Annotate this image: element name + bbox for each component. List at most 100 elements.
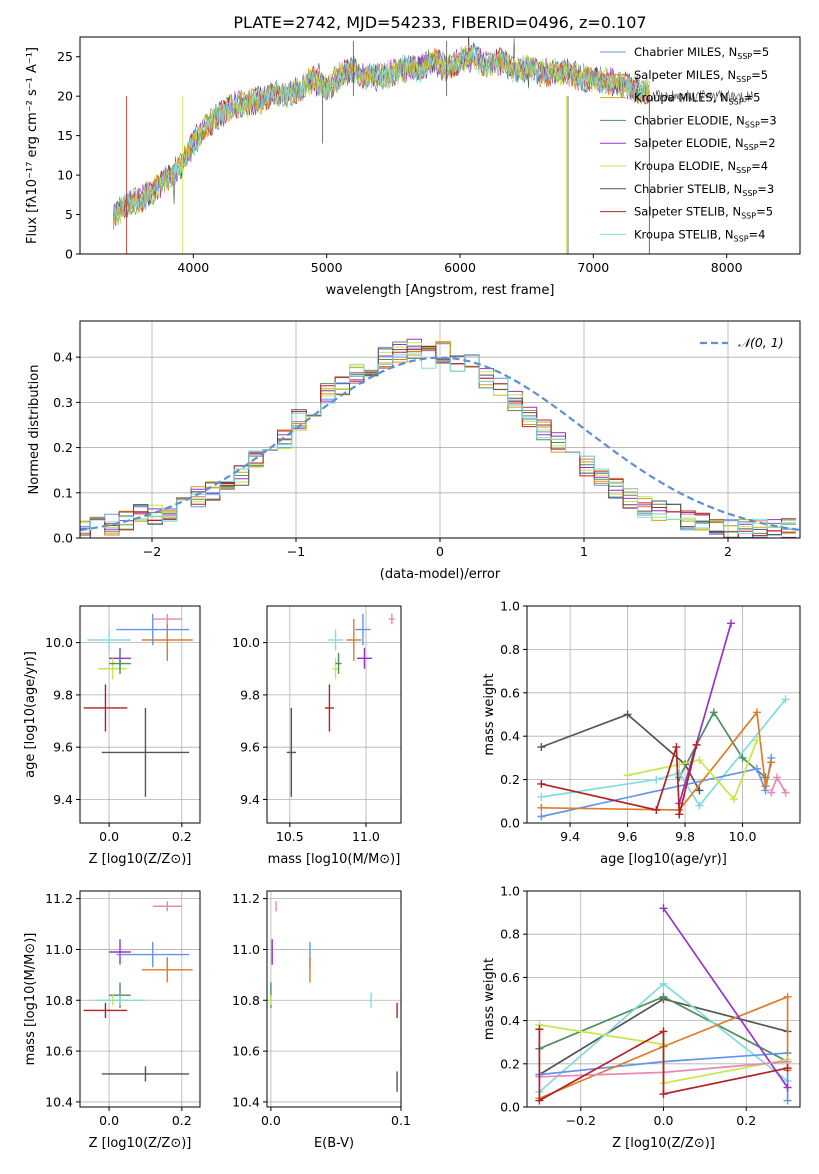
legend-label-sub: SSP — [737, 52, 752, 61]
y-tick-label: 9.6 — [240, 740, 260, 755]
histogram-series — [80, 342, 796, 538]
y-axis-label: age [log10(age/yr)] — [23, 651, 38, 778]
y-axis-label: Normed distribution — [27, 365, 42, 495]
legend-label-main: Kroupa MILES, N — [634, 91, 729, 105]
weight-series-line — [541, 710, 773, 811]
weight-marker — [535, 1025, 544, 1034]
legend-label: Salpeter ELODIE, NSSP=2 — [634, 136, 776, 152]
histogram-series — [80, 341, 796, 538]
y-tick-label: 10.0 — [45, 635, 73, 650]
weight-series-line — [541, 713, 701, 791]
legend-label-sub: SSP — [745, 120, 760, 129]
legend-label-tail: =5 — [756, 205, 773, 219]
y-tick-label: 11.2 — [232, 891, 260, 906]
weight-marker — [537, 792, 546, 801]
legend-label-sub: SSP — [729, 98, 744, 107]
spectrum-series-line — [113, 37, 650, 227]
histogram-series — [80, 341, 796, 538]
weight-marker — [652, 805, 661, 814]
legend-label-main: Kroupa ELODIE, N — [634, 159, 736, 173]
legend-label: Kroupa ELODIE, NSSP=4 — [634, 159, 768, 175]
legend-label-main: Salpeter STELIB, N — [634, 205, 741, 219]
age-vs-mass-panel: 10.5 11.0 9.4 9.6 9.8 10.0 mass [log10(M/M⊙)] — [232, 605, 402, 867]
spectrum-series-line — [113, 46, 650, 225]
x-axis-label: Z [log10(Z/Z⊙)] — [612, 1136, 715, 1151]
weight-series-line — [662, 907, 789, 1089]
normal-distribution-curve — [80, 356, 800, 532]
y-tick-label: 1.0 — [500, 599, 520, 614]
x-tick-label: 0.0 — [99, 829, 119, 844]
y-tick-label: 9.4 — [240, 792, 260, 807]
weight-marker — [659, 992, 668, 1001]
weight-marker — [659, 1090, 668, 1099]
axes-frame — [266, 890, 402, 1108]
x-tick-label: 7000 — [577, 260, 609, 275]
y-tick-label: 0.4 — [500, 1013, 520, 1028]
axes-frame — [526, 890, 801, 1108]
x-tick-label: −0.2 — [566, 1113, 596, 1128]
legend-label-main: Chabrier MILES, N — [634, 45, 737, 59]
axes-frame — [79, 890, 201, 1108]
mass-vs-ebv-panel: 0.0 0.1 10.4 10.6 10.8 11.0 11.2 E(B-V) — [232, 890, 411, 1151]
axes-frame — [79, 320, 801, 539]
weight-marker — [752, 736, 761, 745]
weight-series-line — [539, 1052, 789, 1101]
y-tick-label: 0.6 — [500, 685, 520, 700]
x-axis-label: mass [log10(M/M⊙)] — [268, 852, 401, 867]
y-tick-label: 10.6 — [232, 1044, 260, 1059]
weight-marker — [709, 708, 718, 717]
y-tick-label: 10.4 — [232, 1094, 260, 1109]
y-tick-label: 0.2 — [500, 772, 520, 787]
y-tick-label: 10.8 — [232, 993, 260, 1008]
axes-frame — [79, 605, 201, 824]
weight-series-line — [678, 710, 767, 779]
y-tick-label: 1.0 — [500, 884, 520, 899]
weight-vs-metallicity-panel: −0.2 0.0 0.2 0.0 0.2 0.4 0.6 0.8 1.0 Z [log10(Z/Z… — [482, 884, 801, 1151]
weight-marker — [761, 782, 770, 791]
weight-marker — [623, 710, 632, 719]
x-tick-label: −2 — [143, 544, 161, 559]
weight-marker — [623, 771, 632, 780]
x-axis-label: (data-model)/error — [380, 567, 501, 582]
y-tick-label: 0.0 — [53, 531, 73, 546]
residuals-panel: −2 −1 0 1 2 0.0 0.1 0.2 0.3 0.4 (data-model)/error… — [27, 320, 801, 582]
y-tick-label: 0.1 — [53, 485, 73, 500]
x-tick-label: −1 — [287, 544, 305, 559]
x-tick-label: 9.8 — [675, 829, 695, 844]
x-tick-label: 0.0 — [654, 1113, 674, 1128]
weight-marker — [695, 786, 704, 795]
legend-label-tail: =4 — [751, 159, 768, 173]
weight-marker — [773, 773, 782, 782]
weight-marker — [535, 1096, 544, 1105]
legend-label: 𝒩(0, 1) — [738, 335, 784, 350]
weight-marker — [659, 904, 668, 913]
y-tick-label: 11.2 — [45, 891, 73, 906]
y-tick-label: 15 — [57, 128, 73, 143]
x-axis-label: wavelength [Angstrom, rest frame] — [326, 283, 555, 298]
weight-marker — [537, 812, 546, 821]
weight-marker — [537, 803, 546, 812]
x-tick-label: 0.2 — [736, 1113, 756, 1128]
weight-marker — [752, 764, 761, 773]
y-tick-label: 0.6 — [500, 970, 520, 985]
x-tick-label: 9.6 — [618, 829, 638, 844]
x-tick-label: 5000 — [311, 260, 343, 275]
weight-marker — [783, 1096, 792, 1105]
y-tick-label: 10.4 — [45, 1094, 73, 1109]
weight-marker — [729, 795, 738, 804]
x-tick-label: 0.0 — [99, 1113, 119, 1128]
legend-label-sub: SSP — [736, 166, 751, 175]
weight-marker — [675, 769, 684, 778]
weight-series-line — [678, 623, 732, 804]
legend-label-sub: SSP — [734, 234, 749, 243]
axes-frame — [266, 605, 402, 824]
legend-label-main: Chabrier ELODIE, N — [634, 113, 745, 127]
y-tick-label: 9.4 — [53, 792, 73, 807]
weight-marker — [738, 753, 747, 762]
y-tick-label: 0.4 — [53, 350, 73, 365]
y-tick-label: 10.6 — [45, 1044, 73, 1059]
legend-label-sub: SSP — [744, 143, 759, 152]
x-tick-label: 1 — [580, 544, 588, 559]
y-axis-label: mass weight — [482, 673, 497, 755]
weight-marker — [752, 708, 761, 717]
